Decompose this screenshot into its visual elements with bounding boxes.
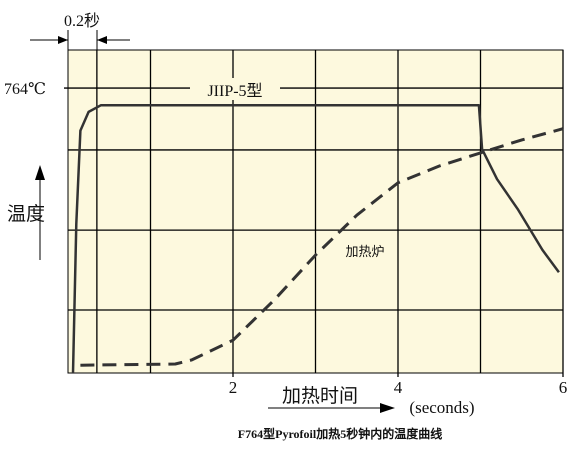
y-axis-label: 温度 <box>7 203 45 225</box>
x-tick-label: 4 <box>394 378 403 397</box>
x-axis-unit: (seconds) <box>409 398 474 417</box>
arrow-head <box>35 165 45 180</box>
arrow-head <box>58 36 68 44</box>
annotation: 加热炉 <box>345 244 384 259</box>
line-series <box>71 103 560 374</box>
label-bg <box>190 78 280 100</box>
x-tick-label: 6 <box>559 378 568 397</box>
chart-title: F764型Pyrofoil加热5秒钟内的温度曲线 <box>238 426 442 441</box>
y-tick-label: 764℃ <box>4 81 46 98</box>
x-axis-label: 加热时间 <box>282 385 358 407</box>
arrow-head <box>97 36 107 44</box>
arrow-head <box>380 403 395 413</box>
annotation: JIIP-5型 <box>207 82 262 100</box>
x-tick-label: 2 <box>229 378 238 397</box>
annotation: 0.2秒 <box>64 12 100 30</box>
